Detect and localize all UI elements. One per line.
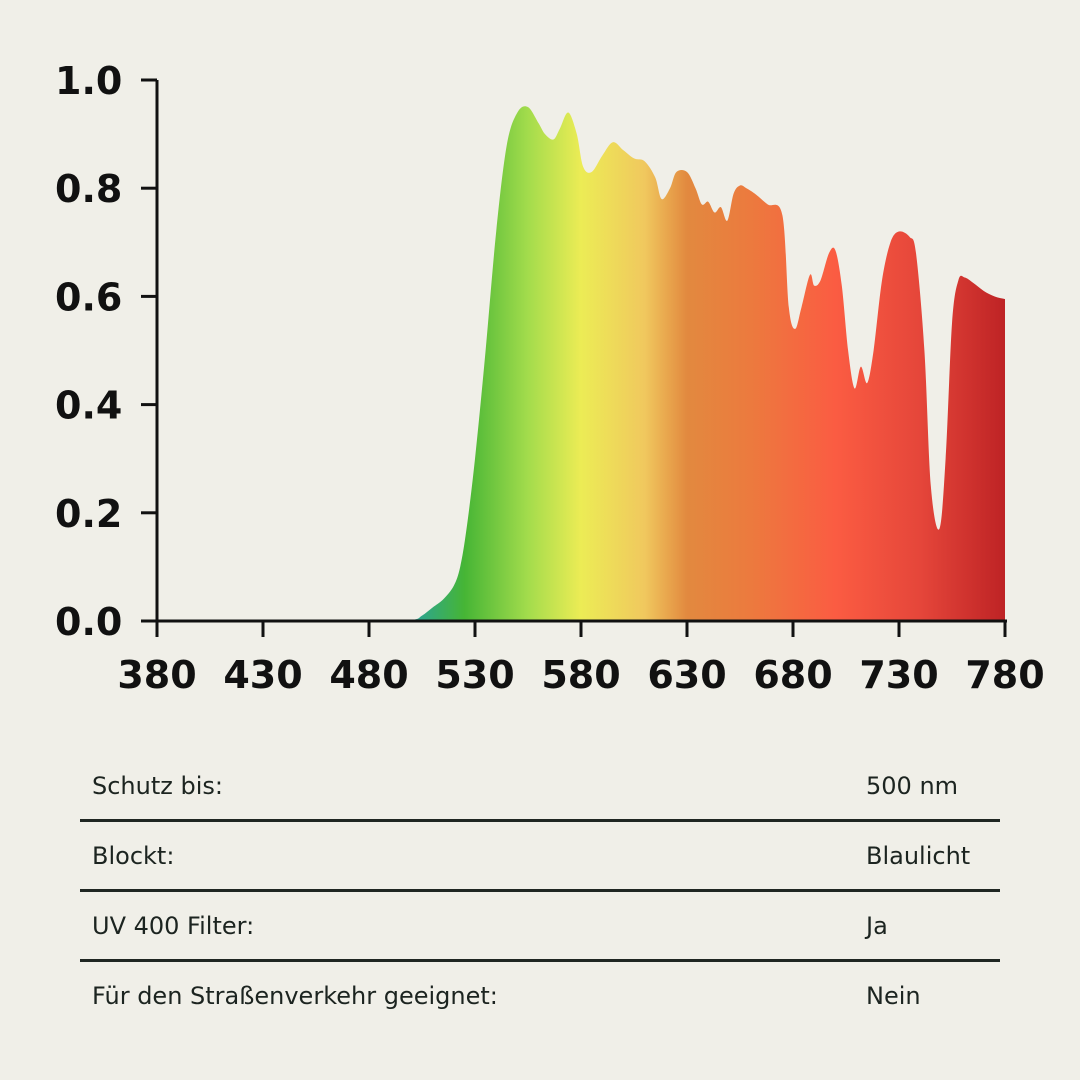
transmission-area	[157, 106, 1005, 621]
y-tick-label: 0.2	[55, 492, 122, 536]
spec-label: Blockt:	[92, 841, 175, 870]
x-tick-label: 580	[541, 653, 620, 697]
spec-row-road-traffic: Für den Straßenverkehr geeignet: Nein	[80, 962, 1000, 1029]
x-axis: 380 430 480 530 580 630 680 730 780	[117, 619, 1045, 697]
spec-label: UV 400 Filter:	[92, 911, 255, 940]
x-tick-label: 480	[329, 653, 408, 697]
x-tick-label: 780	[965, 653, 1044, 697]
y-tick-label: 0.6	[55, 275, 122, 319]
y-tick-label: 0.0	[55, 600, 122, 644]
spec-value: Ja	[866, 911, 888, 940]
x-tick-label: 530	[435, 653, 514, 697]
transmission-chart: 0.0 0.2 0.4 0.6 0.8 1.0 380 430 480 530 580 630 680…	[55, 59, 1045, 697]
y-tick-label: 0.8	[55, 167, 122, 211]
spec-table: Schutz bis: 500 nm Blockt: Blaulicht UV …	[80, 752, 1000, 1029]
spec-value: Blaulicht	[866, 841, 971, 870]
spec-label: Schutz bis:	[92, 771, 223, 800]
spec-label: Für den Straßenverkehr geeignet:	[92, 981, 498, 1010]
x-tick-label: 430	[223, 653, 302, 697]
spec-row-uv-filter: UV 400 Filter: Ja	[80, 892, 1000, 962]
y-axis: 0.0 0.2 0.4 0.6 0.8 1.0	[55, 59, 159, 644]
x-tick-label: 630	[647, 653, 726, 697]
spec-value: Nein	[866, 981, 921, 1010]
x-tick-label: 680	[753, 653, 832, 697]
spec-value: 500 nm	[866, 771, 959, 800]
y-tick-label: 1.0	[55, 59, 122, 103]
spec-row-protection: Schutz bis: 500 nm	[80, 752, 1000, 822]
spec-row-blocks: Blockt: Blaulicht	[80, 822, 1000, 892]
x-tick-label: 730	[859, 653, 938, 697]
x-tick-label: 380	[117, 653, 196, 697]
y-tick-label: 0.4	[55, 384, 122, 428]
